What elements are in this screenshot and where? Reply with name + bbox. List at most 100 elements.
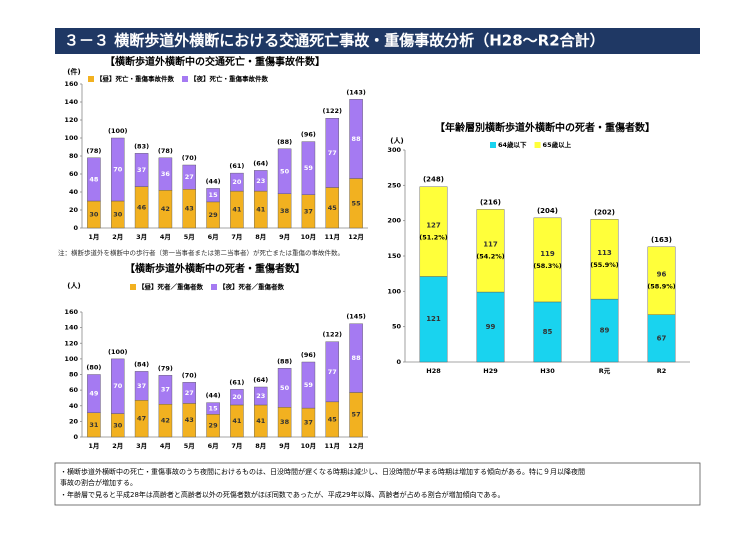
x-tick-label: H30 bbox=[540, 367, 555, 375]
value-label: 38 bbox=[280, 207, 290, 215]
y-tick-label: 40 bbox=[69, 188, 79, 196]
bar-segment bbox=[206, 188, 220, 203]
total-label: (216) bbox=[480, 198, 501, 206]
value-label: 45 bbox=[328, 415, 338, 423]
total-label: (145) bbox=[346, 313, 366, 321]
y-tick-label: 40 bbox=[69, 402, 79, 410]
x-tick-label: 10月 bbox=[301, 442, 317, 450]
value-label: 50 bbox=[280, 167, 290, 175]
value-label: 85 bbox=[543, 328, 553, 336]
bar-segment bbox=[647, 246, 676, 315]
footnote-box bbox=[54, 462, 701, 506]
bar-segment bbox=[325, 341, 340, 403]
value-label: 119 bbox=[540, 250, 555, 258]
bar-segment bbox=[476, 291, 505, 363]
y-tick-label: 20 bbox=[69, 206, 79, 214]
total-label: (96) bbox=[301, 131, 316, 139]
x-tick-label: 8月 bbox=[255, 233, 266, 241]
value-label: 117 bbox=[483, 241, 498, 249]
value-label: 46 bbox=[137, 203, 147, 211]
legend-swatch bbox=[490, 142, 496, 148]
x-tick-label: 11月 bbox=[324, 233, 340, 241]
value-label: 96 bbox=[657, 271, 667, 279]
bar-segment bbox=[134, 371, 149, 401]
value-label: 67 bbox=[657, 334, 667, 342]
value-label: 30 bbox=[113, 211, 123, 219]
x-tick-label: 1月 bbox=[88, 442, 99, 450]
value-label: 41 bbox=[232, 206, 242, 214]
legend-label: 【昼】死亡・重傷事故件数 bbox=[96, 74, 175, 83]
y-tick-label: 0 bbox=[396, 358, 401, 366]
value-label: 43 bbox=[185, 205, 194, 213]
bar-segment bbox=[182, 164, 197, 190]
legend-swatch bbox=[88, 76, 94, 82]
bar-segment bbox=[647, 314, 676, 363]
y-tick-label: 50 bbox=[392, 323, 402, 331]
value-label: 37 bbox=[137, 166, 146, 174]
bar-segment bbox=[87, 157, 101, 202]
total-label: (122) bbox=[322, 331, 342, 339]
total-label: (44) bbox=[206, 392, 221, 400]
bar-segment bbox=[182, 382, 197, 404]
x-tick-label: 3月 bbox=[136, 233, 147, 241]
value-label: 41 bbox=[256, 206, 266, 214]
value-label: 42 bbox=[161, 205, 170, 213]
bar-segment bbox=[158, 157, 173, 191]
value-label: 88 bbox=[352, 135, 362, 143]
value-label: 38 bbox=[280, 418, 290, 426]
bar-segment bbox=[277, 368, 292, 408]
value-label: 50 bbox=[280, 384, 290, 392]
bar-segment bbox=[301, 361, 316, 409]
legend-label: 【夜】死者／重傷者数 bbox=[219, 282, 285, 291]
value-label: 36 bbox=[161, 170, 171, 178]
bar-segment bbox=[533, 217, 562, 303]
value-label: 31 bbox=[89, 421, 99, 429]
value-label: 77 bbox=[328, 149, 337, 157]
bar-segment bbox=[253, 386, 268, 406]
x-tick-label: 1月 bbox=[88, 233, 99, 241]
y-tick-label: 300 bbox=[387, 146, 401, 154]
total-label: (122) bbox=[322, 107, 342, 115]
value-label: 37 bbox=[304, 419, 313, 427]
y-axis-label: (人) bbox=[390, 136, 403, 145]
total-label: (78) bbox=[86, 147, 101, 155]
y-tick-label: 160 bbox=[64, 308, 78, 316]
value-label: 59 bbox=[304, 164, 314, 172]
value-label: 29 bbox=[209, 211, 219, 219]
x-tick-label: 4月 bbox=[160, 442, 171, 450]
value-label: 37 bbox=[137, 382, 146, 390]
x-tick-label: 9月 bbox=[279, 233, 290, 241]
bar-segment bbox=[533, 301, 562, 363]
value-label: 30 bbox=[113, 421, 123, 429]
x-tick-label: 5月 bbox=[184, 442, 195, 450]
value-label: 59 bbox=[304, 381, 314, 389]
total-label: (78) bbox=[158, 147, 173, 155]
value-label: 99 bbox=[486, 323, 496, 331]
y-axis-label: (人) bbox=[67, 281, 80, 290]
x-tick-label: 5月 bbox=[184, 233, 195, 241]
note: 注：横断歩道外を横断中の歩行者（第一当事者または第二当事者）が死亡または重傷の事… bbox=[58, 248, 344, 257]
value-label: 41 bbox=[232, 417, 242, 425]
total-label: (88) bbox=[277, 138, 292, 146]
y-tick-label: 140 bbox=[64, 324, 78, 332]
value-label: 89 bbox=[600, 327, 610, 335]
header-bar bbox=[55, 28, 700, 54]
total-label: (204) bbox=[537, 207, 558, 215]
y-tick-label: 20 bbox=[69, 417, 79, 425]
share-label: (55.9%) bbox=[590, 261, 619, 269]
value-label: 47 bbox=[137, 415, 146, 423]
bar-segment bbox=[134, 153, 149, 187]
x-tick-label: H28 bbox=[426, 367, 441, 375]
bar-segment bbox=[301, 141, 316, 195]
y-tick-label: 60 bbox=[69, 386, 79, 394]
value-label: 15 bbox=[209, 404, 219, 412]
x-tick-label: 6月 bbox=[208, 442, 219, 450]
value-label: 27 bbox=[185, 389, 194, 397]
x-tick-label: R2 bbox=[657, 367, 667, 375]
bar-segment bbox=[349, 323, 363, 393]
value-label: 55 bbox=[352, 199, 362, 207]
x-tick-label: H29 bbox=[483, 367, 498, 375]
x-tick-label: 7月 bbox=[231, 442, 242, 450]
